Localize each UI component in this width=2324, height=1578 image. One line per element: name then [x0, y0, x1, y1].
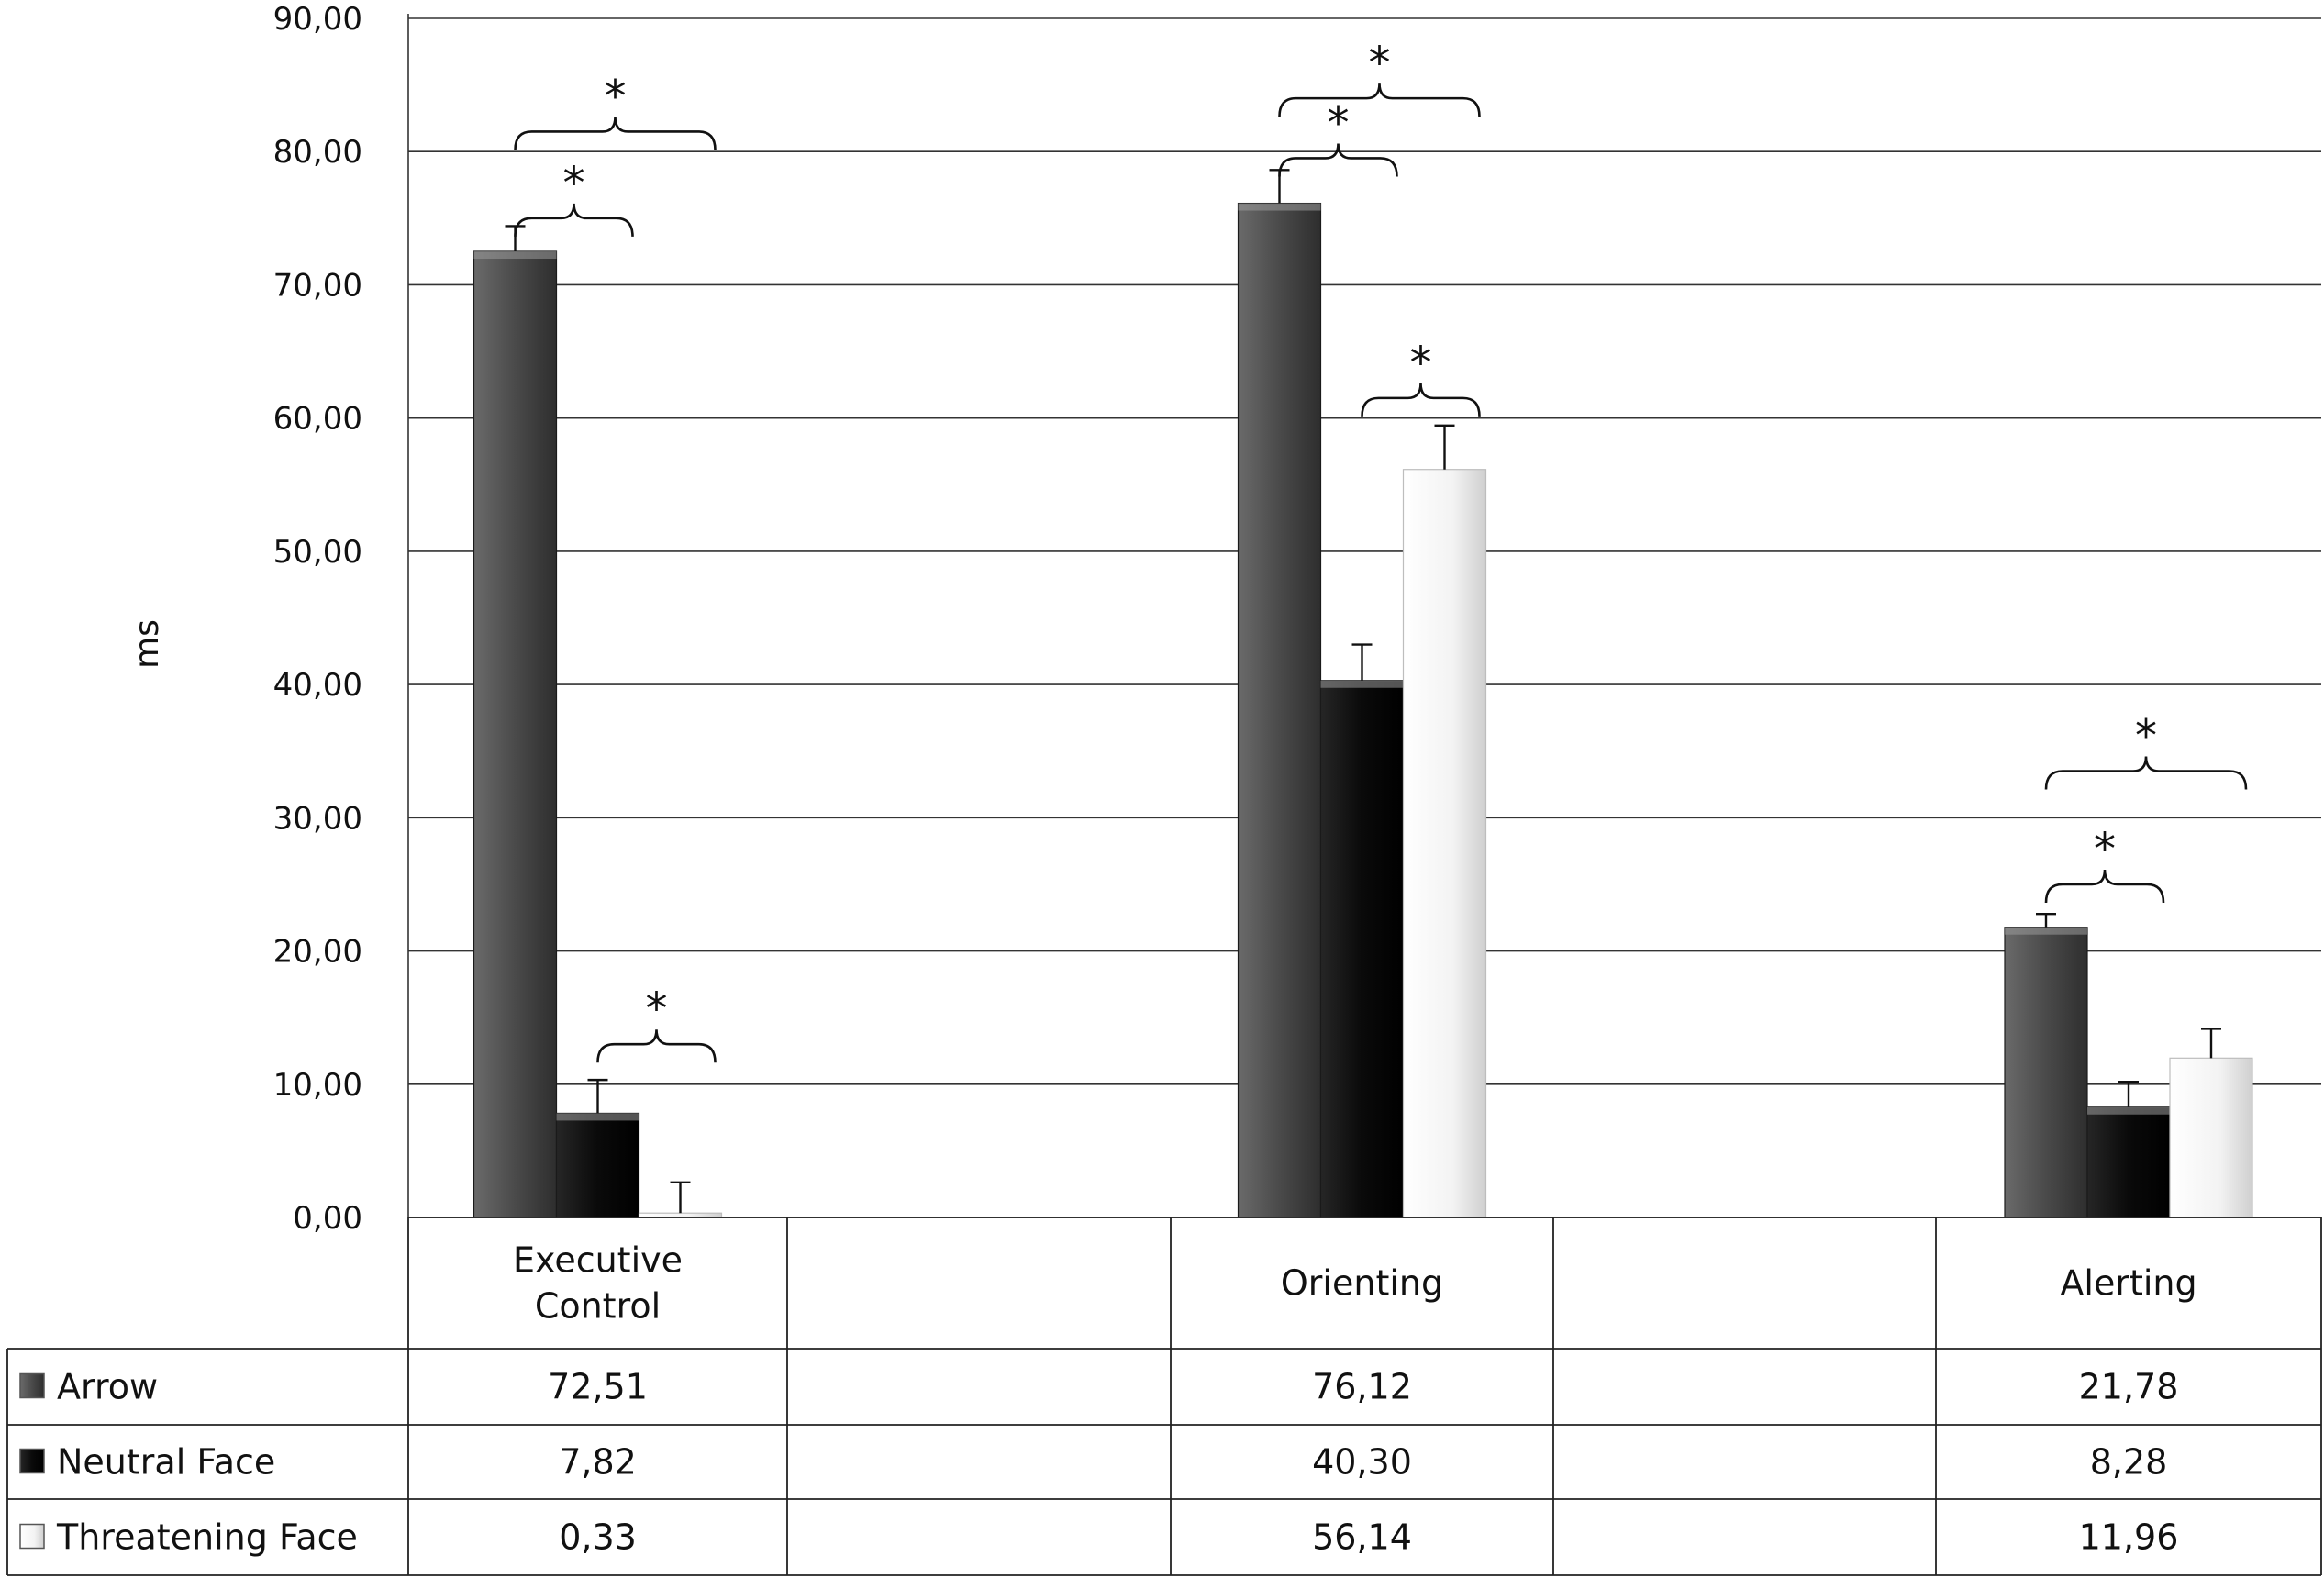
legend-label: Neutral Face: [57, 1442, 275, 1483]
bar: [1402, 469, 1487, 1218]
legend-swatch: [19, 1372, 45, 1399]
significance-annotations: * * * * * * * *: [514, 38, 2248, 1063]
legend-swatch: [19, 1448, 45, 1474]
legend-label: Arrow: [57, 1367, 158, 1407]
bar: [1319, 680, 1405, 1218]
y-axis: 0,00 10,00 20,00 30,00 40,00 50,00 60,00 70,00 8…: [273, 1, 362, 1237]
bar-top-highlight: [1238, 203, 1321, 211]
significance-star: *: [2135, 711, 2157, 762]
bar-top-highlight: [473, 250, 557, 259]
category-label: Orienting: [1281, 1263, 1443, 1304]
y-tick-label: 90,00: [273, 1, 362, 38]
significance-star: *: [2094, 824, 2116, 875]
significance-star: *: [646, 983, 668, 1035]
bars: [473, 169, 2253, 1218]
y-tick-label: 20,00: [273, 934, 362, 971]
y-tick-label: 0,00: [293, 1200, 362, 1237]
bar: [2169, 1057, 2253, 1218]
bar-top-highlight: [2005, 927, 2087, 935]
bar: [1237, 202, 1322, 1218]
legend-swatch: [19, 1523, 45, 1550]
data-label: 7,82: [559, 1442, 637, 1483]
y-tick-label: 10,00: [273, 1067, 362, 1104]
y-tick-label: 60,00: [273, 401, 362, 438]
y-tick-label: 30,00: [273, 800, 362, 837]
bar: [555, 1112, 640, 1218]
y-tick-label: 40,00: [273, 667, 362, 704]
data-table: Executive Control Orienting Alerting Arrow 72…: [6, 1217, 2322, 1576]
significance-bracket: [2044, 756, 2248, 790]
data-label: 56,14: [1312, 1517, 1412, 1558]
bar-top-highlight: [556, 1113, 639, 1121]
bar: [2004, 927, 2088, 1218]
bar-top-highlight: [1320, 680, 1404, 688]
category-label: Alerting: [2060, 1263, 2196, 1304]
significance-star: *: [1410, 338, 1432, 389]
data-label: 0,33: [559, 1517, 637, 1558]
significance-bracket: [514, 117, 717, 150]
y-tick-label: 70,00: [273, 267, 362, 304]
data-label: 76,12: [1312, 1367, 1412, 1407]
legend-label: Threatening Face: [56, 1517, 358, 1558]
data-label: 21,78: [2079, 1367, 2179, 1407]
category-label: Executive: [513, 1240, 683, 1281]
bar: [473, 250, 558, 1218]
data-label: 40,30: [1312, 1442, 1412, 1483]
data-label: 8,28: [2090, 1442, 2168, 1483]
data-label: 11,96: [2079, 1517, 2179, 1558]
y-axis-title: ms: [128, 619, 166, 669]
significance-star: *: [1328, 97, 1350, 149]
category-label: Control: [535, 1286, 661, 1327]
significance-star: *: [563, 158, 585, 209]
y-tick-label: 80,00: [273, 134, 362, 171]
y-tick-label: 50,00: [273, 534, 362, 571]
bar-top-highlight: [2087, 1106, 2170, 1115]
bar: [2086, 1106, 2171, 1218]
significance-star: *: [605, 71, 627, 122]
significance-star: *: [1369, 38, 1391, 89]
data-label: 72,51: [548, 1367, 648, 1407]
